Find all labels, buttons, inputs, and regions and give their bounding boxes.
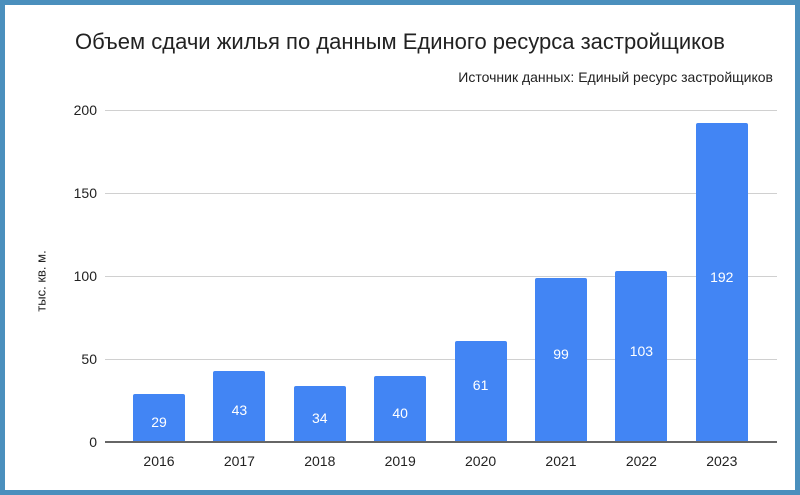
x-tick-label: 2021 xyxy=(545,453,577,469)
x-tick-label: 2019 xyxy=(384,453,416,469)
bar-2021[interactable]: 99 xyxy=(535,277,587,442)
bar-2017[interactable]: 43 xyxy=(213,370,266,442)
chart-subtitle: Источник данных: Единый ресурс застройщи… xyxy=(458,69,773,85)
bar-2016[interactable]: 29 xyxy=(133,393,185,442)
bar-value-label: 192 xyxy=(710,268,734,285)
bar-2020[interactable]: 61 xyxy=(454,340,507,442)
x-tick-label: 2018 xyxy=(304,453,336,469)
bar-2019[interactable]: 40 xyxy=(374,375,427,442)
x-axis-baseline xyxy=(105,441,777,443)
y-tick-label: 100 xyxy=(73,268,97,284)
bar-value-label: 99 xyxy=(553,345,569,362)
y-tick-label: 150 xyxy=(73,185,97,201)
gridline xyxy=(105,193,777,194)
x-tick-label: 2023 xyxy=(706,453,738,469)
bar-2018[interactable]: 34 xyxy=(293,385,346,442)
bar-value-label: 40 xyxy=(392,404,408,421)
bar-value-label: 34 xyxy=(312,409,328,426)
bar-2023[interactable]: 192 xyxy=(695,123,748,442)
x-tick-label: 2016 xyxy=(143,453,175,469)
y-tick-label: 0 xyxy=(89,434,97,450)
bar-value-label: 103 xyxy=(629,342,654,359)
chart-title: Объем сдачи жилья по данным Единого ресу… xyxy=(75,29,725,54)
gridline xyxy=(105,110,777,111)
y-tick-label: 50 xyxy=(81,351,97,367)
gridline xyxy=(105,276,777,277)
bar-value-label: 29 xyxy=(151,413,167,430)
gridline xyxy=(105,359,777,360)
bar-2022[interactable]: 103 xyxy=(615,271,668,442)
bar-value-label: 43 xyxy=(231,402,248,419)
chart-frame: Объем сдачи жилья по данным Единого ресу… xyxy=(5,5,795,490)
x-tick-label: 2020 xyxy=(465,453,497,469)
x-tick-label: 2022 xyxy=(625,453,657,469)
bar-value-label: 61 xyxy=(472,377,489,394)
x-tick-label: 2017 xyxy=(223,453,255,469)
y-tick-label: 200 xyxy=(73,102,97,118)
